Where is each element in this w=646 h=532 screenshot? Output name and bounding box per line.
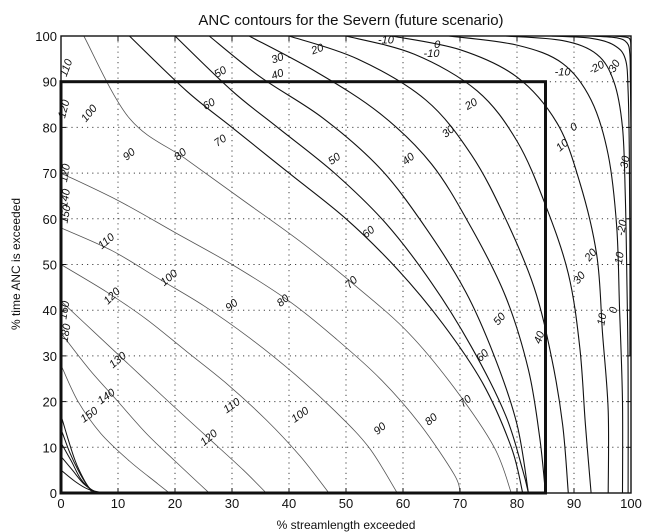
contour-label: 0 [607,305,620,314]
contour-label: 40 [270,67,286,83]
x-tick-label: 0 [57,496,64,511]
y-tick-label: 60 [43,212,57,227]
contour-lines [60,35,632,494]
contour-label: 140 [58,187,73,208]
x-tick-label: 100 [620,496,642,511]
contour-line-10 [448,35,624,494]
x-tick-label: 10 [111,496,125,511]
y-tick-label: 80 [43,120,57,135]
contour-line-70 [174,35,529,494]
contour-label: 10 [595,311,609,326]
x-tick-label: 60 [396,496,410,511]
contour-line-150 [60,364,170,494]
contour-line-140 [60,332,210,494]
x-tick-label: 30 [225,496,239,511]
contour-line-90 [83,35,512,494]
contour-label: -10 [555,66,572,78]
contour-line-100 [60,172,461,494]
contour-label: -10 [612,250,627,269]
x-tick-label: 90 [567,496,581,511]
y-tick-label: 30 [43,349,57,364]
contour-label: 20 [309,42,326,58]
contour-line-120 [60,264,330,494]
x-axis-ticks: 0 10 20 30 40 50 60 70 80 90 100 [57,36,642,511]
contour-label: 180 [59,322,74,343]
x-tick-label: 80 [510,496,524,511]
y-tick-label: 0 [50,486,57,501]
x-tick-label: 50 [339,496,353,511]
chart-title: ANC contours for the Severn (future scen… [198,12,503,29]
contour-line-40 [288,35,569,494]
contour-line-130 [60,300,267,494]
contour-label: -10 [378,34,395,46]
y-tick-label: 20 [43,395,57,410]
x-tick-label: 70 [453,496,467,511]
y-tick-label: 70 [43,166,57,181]
plot-area [61,36,631,493]
y-tick-label: 90 [43,75,57,90]
contour-line-0 [505,35,629,494]
contour-label: 110 [58,57,76,78]
contour-line--10 [551,35,631,356]
y-tick-label: 50 [43,258,57,273]
y-tick-label: 40 [43,303,57,318]
x-tick-label: 40 [282,496,296,511]
y-tick-label: 100 [35,29,57,44]
x-axis-label: % streamlength exceeded [277,518,416,532]
y-tick-label: 10 [43,440,57,455]
contour-line-20 [391,35,610,494]
contour-line-80 [129,35,524,494]
x-tick-label: 20 [168,496,182,511]
contour-label: 40 [532,329,548,345]
contour-line-110 [60,227,398,494]
contour-label: -30 [618,154,633,173]
contour-label: -20 [615,218,630,237]
contour-label: -10 [424,48,441,60]
contour-label: 0 [434,39,441,51]
contour-label: 30 [270,51,286,67]
y-axis-label: % time ANC is exceeded [9,198,23,330]
contour-line-60 [208,35,529,494]
contour-line-50 [248,35,547,494]
